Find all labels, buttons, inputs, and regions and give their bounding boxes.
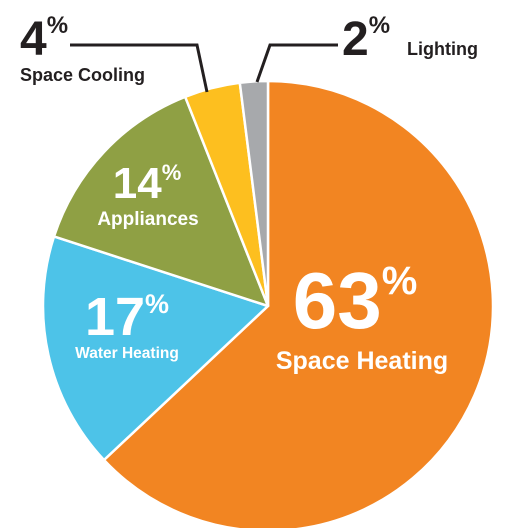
water-heating-label: Water Heating bbox=[75, 345, 179, 362]
lighting-leader-line bbox=[255, 43, 338, 83]
space-heating-label: Space Heating bbox=[276, 347, 448, 375]
water-heating-percent: 17% bbox=[85, 287, 169, 347]
lighting-label: Lighting bbox=[407, 39, 478, 59]
pie-slices bbox=[41, 79, 495, 528]
leader-lines bbox=[70, 43, 338, 93]
lighting-slice bbox=[238, 79, 270, 308]
appliances-percent: 14% bbox=[113, 159, 182, 208]
space-cooling-percent: 4% bbox=[20, 12, 68, 66]
appliances-slice bbox=[52, 95, 270, 308]
appliances-label: Appliances bbox=[97, 209, 198, 230]
space-heating-percent: 63% bbox=[293, 256, 418, 345]
lighting-percent: 2% bbox=[342, 12, 390, 66]
water-heating-slice bbox=[41, 235, 270, 462]
space-heating-slice bbox=[102, 79, 495, 528]
space-cooling-label: Space Cooling bbox=[20, 65, 145, 85]
space-cooling-leader-line bbox=[70, 43, 209, 93]
